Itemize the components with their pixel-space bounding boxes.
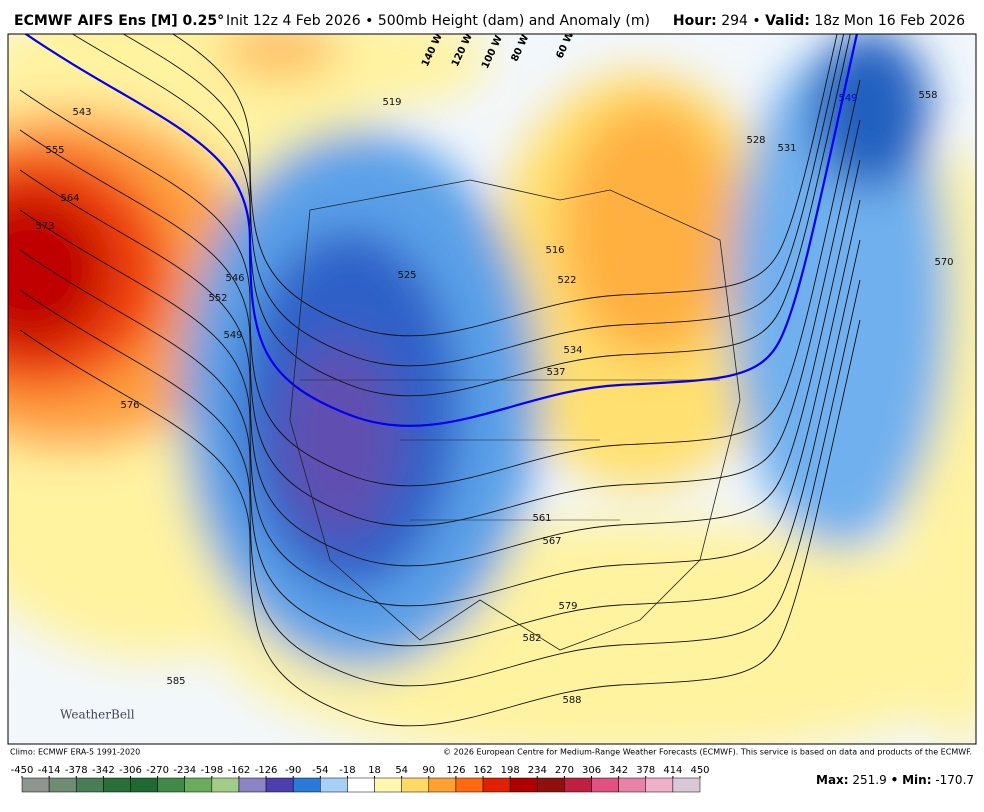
colorbar-tick-label: 378 xyxy=(636,765,655,776)
colorbar-segment xyxy=(374,777,402,793)
min-label: Min: xyxy=(902,773,931,787)
colorbar-tick-label: 342 xyxy=(609,765,628,776)
contour-label: 543 xyxy=(72,107,91,118)
colorbar-segment xyxy=(130,777,158,793)
contour-label: 519 xyxy=(382,97,401,108)
contour-label: 549 xyxy=(223,330,242,341)
colorbar-segment xyxy=(672,777,701,793)
title-bold: ECMWF AIFS Ens [M] 0.25° xyxy=(14,13,224,29)
sep-dot: • xyxy=(891,773,899,787)
contour-label: 573 xyxy=(35,221,54,232)
contour-label: 549 xyxy=(838,93,857,104)
colorbar-tick-label: -378 xyxy=(65,765,88,776)
colorbar-segment xyxy=(645,777,674,793)
copyright: © 2026 European Centre for Medium-Range … xyxy=(443,748,972,757)
min-value: -170.7 xyxy=(935,773,974,787)
max-label: Max: xyxy=(816,773,849,787)
colorbar-segment xyxy=(103,777,131,793)
colorbar-tick-label: -18 xyxy=(339,765,355,776)
contour-label: 528 xyxy=(746,135,765,146)
contour-label: 558 xyxy=(918,90,937,101)
colorbar-segment xyxy=(184,777,213,793)
colorbar-segment xyxy=(320,777,348,793)
colorbar-segment xyxy=(265,777,294,793)
colorbar-segment xyxy=(238,777,267,793)
hour-label: Hour: xyxy=(673,13,717,29)
colorbar-tick-label: 198 xyxy=(501,765,520,776)
colorbar-tick-label: 126 xyxy=(446,765,465,776)
contour-label: 537 xyxy=(546,367,565,378)
colorbar-segment xyxy=(428,777,457,793)
map: WeatherBell 543 555 564 573 576 552 546 549 519 5… xyxy=(8,34,976,744)
colorbar-segment xyxy=(157,777,185,793)
colorbar-tick-label: 54 xyxy=(395,765,408,776)
map-frame xyxy=(7,33,977,745)
title-rest: Init 12z 4 Feb 2026 • 500mb Height (dam)… xyxy=(226,13,650,29)
contour-label: 552 xyxy=(208,293,227,304)
colorbar-tick-label: 306 xyxy=(582,765,601,776)
colorbar-tick-label: -450 xyxy=(11,765,34,776)
contour-label: 546 xyxy=(225,273,244,284)
colorbar-segment xyxy=(455,777,484,793)
contour-label: 588 xyxy=(562,695,581,706)
colorbar-tick-label: -342 xyxy=(92,765,115,776)
colorbar-tick-label: -54 xyxy=(312,765,328,776)
colorbar-tick-label: -198 xyxy=(200,765,223,776)
colorbar-tick-label: 162 xyxy=(473,765,492,776)
colorbar-segment xyxy=(292,777,321,793)
colorbar-tick-label: -90 xyxy=(285,765,301,776)
contour-label: 531 xyxy=(777,143,796,154)
contour-label: 579 xyxy=(558,601,577,612)
colorbar-segment xyxy=(482,777,511,793)
colorbar-segment xyxy=(537,777,565,793)
colorbar-segment xyxy=(211,777,240,793)
colorbar-segment xyxy=(347,777,375,793)
contour-label: 585 xyxy=(166,676,185,687)
colorbar-tick-label: -306 xyxy=(119,765,142,776)
watermark: WeatherBell xyxy=(60,708,135,722)
valid-label: Valid: xyxy=(765,13,810,29)
contour-label: 555 xyxy=(45,145,64,156)
colorbar-tick-label: -126 xyxy=(255,765,278,776)
colorbar-tick-label: 450 xyxy=(690,765,709,776)
colorbar-tick-label: -414 xyxy=(38,765,61,776)
colorbar-tick-label: 234 xyxy=(528,765,547,776)
colorbar-tick-label: 270 xyxy=(555,765,574,776)
valid-value: 18z Mon 16 Feb 2026 xyxy=(814,13,965,29)
colorbar-segment xyxy=(48,777,77,793)
contour-label: 582 xyxy=(522,633,541,644)
contour-label: 525 xyxy=(397,270,416,281)
colorbar-segment xyxy=(75,777,104,793)
colorbar-tick-label: 18 xyxy=(368,765,381,776)
colorbar-segment xyxy=(509,777,538,793)
colorbar-segment xyxy=(618,777,647,793)
climo-note: Climo: ECMWF ERA-5 1991-2020 xyxy=(10,748,140,757)
colorbar-segment xyxy=(401,777,430,793)
colorbar-tick-label: -270 xyxy=(146,765,169,776)
colorbar-segment xyxy=(591,777,619,793)
contour-label: 570 xyxy=(934,257,953,268)
contour-label: 567 xyxy=(542,536,561,547)
colorbar-tick-label: 90 xyxy=(422,765,435,776)
hour-value: 294 xyxy=(721,13,748,29)
separator: • xyxy=(752,13,760,29)
contour-label: 516 xyxy=(545,245,564,256)
max-value: 251.9 xyxy=(852,773,886,787)
contour-label: 534 xyxy=(563,345,582,356)
colorbar-tick-label: -234 xyxy=(173,765,196,776)
stats: Max: 251.9 • Min: -170.7 xyxy=(816,773,974,787)
contour-label: 561 xyxy=(532,513,551,524)
valid-info: Hour: 294 • Valid: 18z Mon 16 Feb 2026 xyxy=(673,13,965,29)
colorbar-tick-label: -162 xyxy=(228,765,251,776)
contour-label: 522 xyxy=(557,275,576,286)
colorbar-segment xyxy=(564,777,592,793)
colorbar-tick-label: 414 xyxy=(663,765,682,776)
contour-label: 576 xyxy=(120,400,139,411)
colorbar-segment xyxy=(21,777,50,793)
contour-label: 564 xyxy=(60,193,79,204)
